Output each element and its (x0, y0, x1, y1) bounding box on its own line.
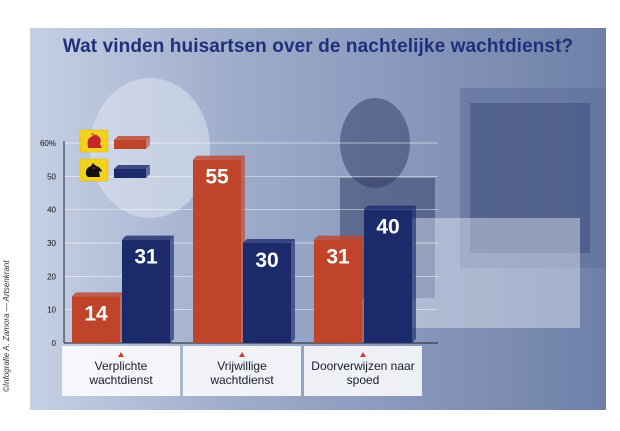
bar-top (243, 239, 295, 243)
category-label: Doorverwijzen naar (311, 359, 414, 373)
bar-top (72, 292, 124, 297)
bar-side (291, 239, 295, 343)
triangle-marker-icon (360, 352, 366, 357)
category-label: Verplichte (95, 359, 148, 373)
bar-side (412, 205, 416, 343)
y-tick-label: 30 (47, 239, 56, 248)
y-tick-label: 40 (47, 206, 56, 215)
chart-panel: 0 10 20 30 40 50 60% 14 31 55 30 31 40 Verplichte wa… (30, 28, 606, 410)
bar-top (314, 235, 366, 240)
bar (314, 239, 362, 343)
bar-value-label: 30 (255, 249, 278, 272)
bar-side (170, 235, 174, 343)
bar (193, 159, 241, 343)
legend-swatch-side (146, 165, 150, 178)
photo-credit: ©Infografie A. Zamora — Artsenkrant (2, 260, 11, 392)
flanders-lion-flag-icon (79, 158, 109, 182)
legend-swatch (114, 140, 146, 149)
y-tick-label: 60% (40, 139, 56, 148)
bar-top (122, 235, 174, 240)
y-tick-label: 0 (52, 339, 57, 348)
legend (79, 129, 150, 182)
bar (72, 296, 120, 343)
legend-swatch-side (146, 136, 150, 149)
y-tick-label: 20 (47, 272, 56, 281)
y-tick-label: 50 (47, 172, 56, 181)
chart-title: Wat vinden huisartsen over de nachtelijk… (62, 36, 574, 57)
bar-value-label: 14 (84, 302, 108, 325)
triangle-marker-icon (239, 352, 245, 357)
y-tick-label: 10 (47, 306, 56, 315)
category-label: Vrijwillige (217, 359, 267, 373)
category-label: spoed (347, 373, 380, 387)
legend-swatch-top (114, 165, 150, 169)
legend-swatch-top (114, 136, 150, 140)
bar-value-label: 40 (376, 216, 399, 239)
bar-top (364, 205, 416, 210)
bar-top (193, 155, 245, 160)
bar-value-label: 31 (326, 246, 350, 269)
legend-swatch (114, 169, 146, 178)
bar (364, 209, 412, 343)
category-label: wachtdienst (88, 373, 153, 387)
bar-value-label: 55 (205, 166, 229, 189)
wallonia-rooster-flag-icon (79, 129, 109, 153)
x-axis: VerplichtewachtdienstVrijwilligewachtdie… (62, 346, 422, 396)
triangle-marker-icon (118, 352, 124, 357)
bar-value-label: 31 (134, 246, 158, 269)
bars: 14 31 55 30 31 40 (72, 155, 416, 343)
bar (122, 239, 170, 343)
category-label: wachtdienst (209, 373, 274, 387)
bar (243, 243, 291, 343)
